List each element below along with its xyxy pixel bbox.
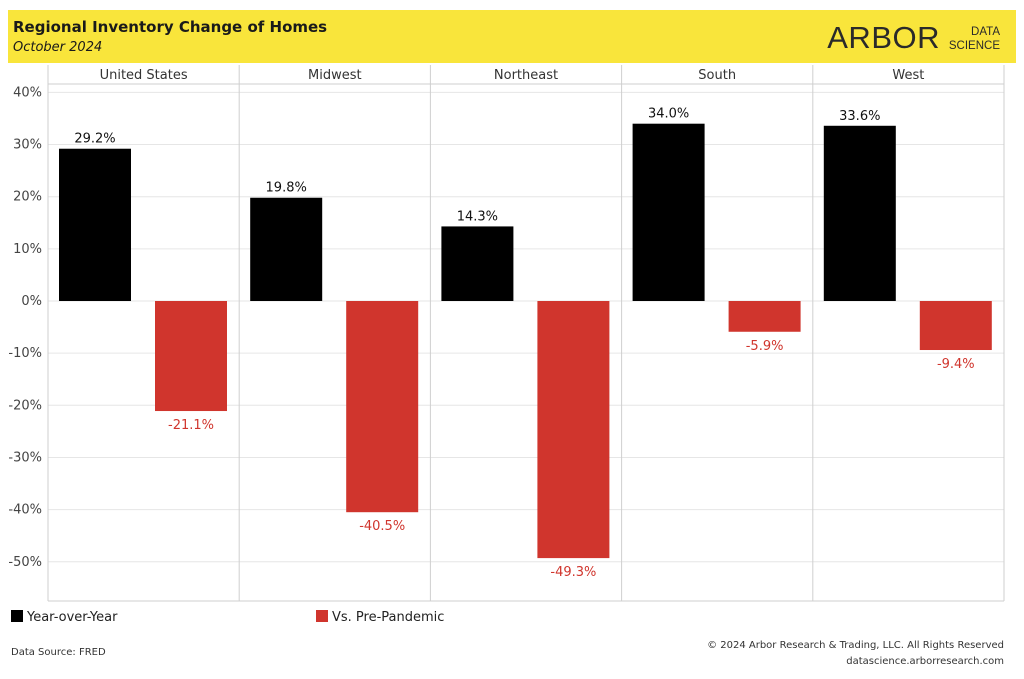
legend-item-yoy: Year-over-Year [11,610,117,625]
logo-word: ARBOR [827,20,940,55]
bar-yoy [59,148,131,301]
legend-swatch-yoy [11,610,23,622]
y-tick-label: -40% [8,503,42,518]
logo-line-1: DATA [971,26,1000,38]
website-text: datascience.arborresearch.com [846,656,1004,667]
y-tick-label: 10% [13,242,42,257]
data-label-yoy: 29.2% [74,132,115,147]
chart-header: Regional Inventory Change of Homes Octob… [8,10,1016,63]
panel-header: West [892,68,924,83]
data-label-yoy: 33.6% [839,109,880,124]
bar-yoy [632,123,705,301]
bar-pre-pandemic [346,301,419,513]
y-tick-label: 40% [13,85,42,100]
bar-pre-pandemic [919,301,992,351]
y-tick-label: 30% [13,138,42,153]
y-tick-label: 20% [13,190,42,205]
logo-line-2: SCIENCE [948,40,1000,52]
y-tick-label: -30% [8,450,42,465]
bar-pre-pandemic [728,301,801,332]
y-tick-label: -50% [8,555,42,570]
y-tick-label: 0% [21,294,42,309]
legend-label-pre-pandemic: Vs. Pre-Pandemic [332,610,445,625]
data-label-pre-pandemic: -21.1% [168,418,214,433]
legend-label-yoy: Year-over-Year [27,610,118,625]
panel-header: Northeast [494,68,558,83]
bar-pre-pandemic [155,301,227,412]
bar-yoy [441,226,514,301]
footer-credits: © 2024 Arbor Research & Trading, LLC. Al… [707,638,1004,670]
data-source: Data Source: FRED [11,647,106,658]
data-label-yoy: 14.3% [457,209,498,224]
panel-header: United States [100,68,188,83]
y-tick-label: -10% [8,346,42,361]
legend-item-pre-pandemic: Vs. Pre-Pandemic [316,610,444,625]
data-label-pre-pandemic: -40.5% [359,519,405,534]
data-label-pre-pandemic: -5.9% [746,339,784,354]
chart-subtitle: October 2024 [13,40,103,55]
data-label-yoy: 19.8% [266,181,307,196]
bar-yoy [823,125,896,301]
legend-swatch-pre-pandemic [316,610,328,622]
data-label-pre-pandemic: -9.4% [937,357,975,372]
bar-yoy [250,197,323,301]
copyright-text: © 2024 Arbor Research & Trading, LLC. Al… [707,640,1004,651]
data-label-pre-pandemic: -49.3% [550,565,596,580]
y-tick-label: -20% [8,398,42,413]
bar-pre-pandemic [537,301,610,559]
panel-header: South [698,68,736,83]
chart-title: Regional Inventory Change of Homes [13,18,328,36]
data-label-yoy: 34.0% [648,107,689,122]
panel-header: Midwest [308,68,362,83]
